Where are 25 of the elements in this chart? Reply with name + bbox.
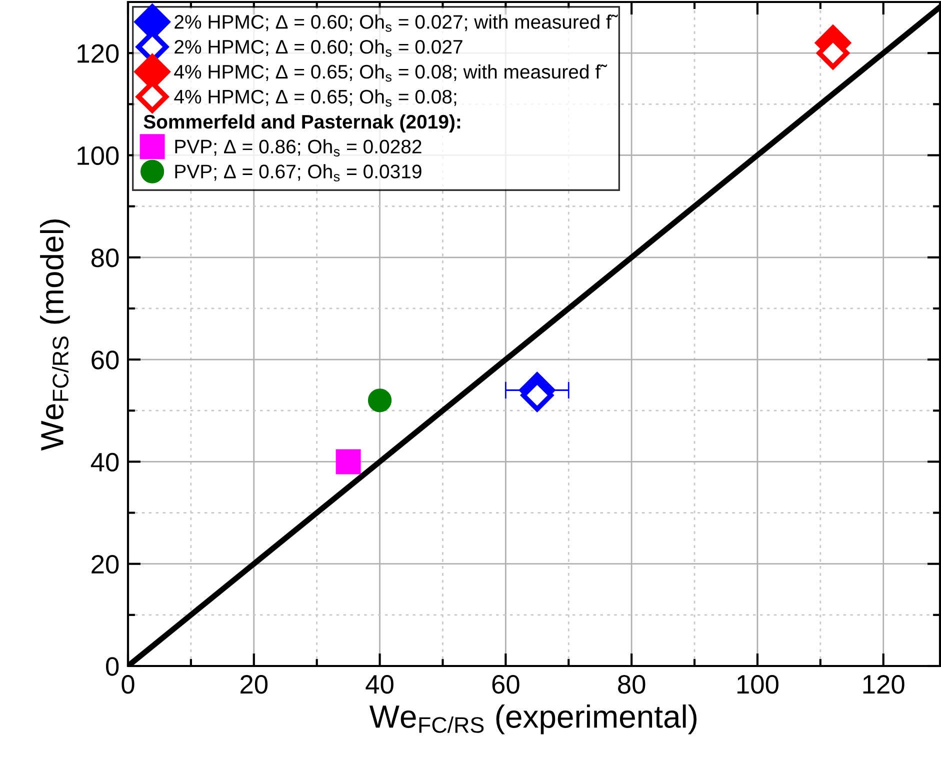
x-axis-title: We$_{FC/RS}$ (experimental): [369, 704, 697, 734]
annotation: Sommerfeld and Pasternak (2019):: [144, 114, 460, 132]
x-tick-label: 60: [492, 675, 520, 694]
y-tick-label: 0: [106, 657, 119, 676]
legend-label: 4% HPMC; Δ = 0.65; Oh$_{s}$ = 0.08;: [174, 89, 456, 107]
y-tick-label: 40: [90, 452, 119, 472]
y-tick-label: 120: [78, 44, 119, 63]
legend-label: 4% HPMC; Δ = 0.65; Oh$_{s}$ = 0.08; with measured f̃: [174, 64, 608, 82]
x-tick-label: 120: [863, 675, 904, 694]
y-tick-label: 80: [91, 248, 119, 268]
y-tick-label: 20: [92, 554, 119, 574]
y-tick-label: 100: [78, 146, 119, 166]
x-tick-label: 100: [737, 675, 778, 694]
legend-label: PVP; Δ = 0.86; Oh$_{s}$ = 0.0282: [175, 139, 422, 156]
y-tick-label: 60: [92, 350, 119, 370]
x-tick-label: 80: [618, 675, 646, 694]
legend-label: 2% HPMC; Δ = 0.60; Oh$_{s}$ = 0.027: [174, 39, 462, 57]
x-tick-label: 0: [122, 675, 134, 694]
point: [368, 388, 392, 412]
legend-label: PVP; Δ = 0.67; Oh$_{s}$ = 0.0319: [175, 164, 422, 182]
point: [336, 449, 361, 474]
x-tick-label: 20: [240, 675, 268, 694]
y-axis-title: We$_{FC/RS}$ (model): [40, 219, 70, 451]
legend-label: 2% HPMC; Δ = 0.60; Oh$_{s}$ = 0.027; with measured f̃: [174, 14, 618, 32]
x-tick-label: 40: [366, 675, 394, 694]
